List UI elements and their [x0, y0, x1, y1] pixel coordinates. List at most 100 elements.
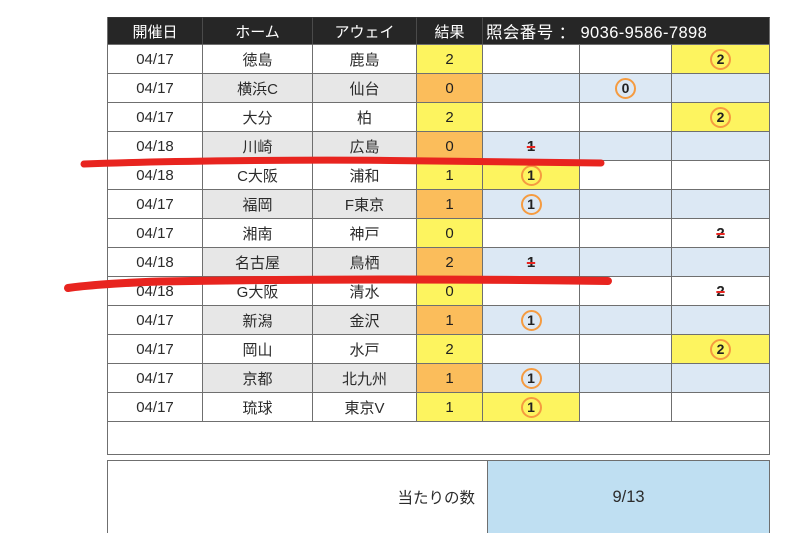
home-cell: 横浜С [203, 74, 313, 103]
inquiry-number-header: 照会番号 ： 9036-9586-7898 [483, 17, 770, 45]
home-cell: С大阪 [203, 161, 313, 190]
home-cell: 大分 [203, 103, 313, 132]
date-cell: 04/18 [108, 161, 203, 190]
circled-prediction: 2 [710, 48, 731, 70]
circled-prediction: 2 [710, 106, 731, 128]
prediction-cell-1 [483, 103, 580, 132]
home-cell: 琉球 [203, 393, 313, 422]
away-cell: 金沢 [313, 306, 417, 335]
prediction-cell-2 [672, 393, 770, 422]
prediction-cell-0 [580, 219, 672, 248]
prediction-cell-2 [672, 248, 770, 277]
prediction-cell-2 [672, 364, 770, 393]
struck-prediction: 2 [716, 282, 725, 300]
match-row: 04/17 横浜С 仙台 0 0 [108, 74, 770, 103]
away-cell: 東京V [313, 393, 417, 422]
circled-prediction: 1 [520, 309, 542, 331]
match-row: 04/17 岡山 水戸 2 2 [108, 335, 770, 364]
hits-count: 9/13 [612, 487, 645, 506]
date-cell: 04/17 [108, 190, 203, 219]
prediction-cell-1: 1 [483, 364, 580, 393]
date-cell: 04/17 [108, 74, 203, 103]
prediction-cell-1 [483, 74, 580, 103]
prediction-cell-0 [580, 103, 672, 132]
prediction-cell-2: 2 [672, 103, 770, 132]
match-row: 04/18 名古屋 鳥栖 2 1 [108, 248, 770, 277]
away-cell: 清水 [313, 277, 417, 306]
home-cell: 名古屋 [203, 248, 313, 277]
prediction-cell-1: 1 [483, 248, 580, 277]
match-row: 04/18 G大阪 清水 0 2 [108, 277, 770, 306]
date-cell: 04/17 [108, 306, 203, 335]
prediction-cell-2: 2 [672, 335, 770, 364]
date-cell: 04/17 [108, 393, 203, 422]
prediction-cell-2 [672, 306, 770, 335]
result-cell: 0 [417, 277, 483, 306]
results-table: 開催日 ホーム アウェイ 結果 照会番号 ： 9036-9586-7898 04… [107, 17, 770, 455]
home-cell: G大阪 [203, 277, 313, 306]
away-cell: 広島 [313, 132, 417, 161]
col-header-result: 結果 [417, 17, 483, 45]
prediction-cell-0 [580, 248, 672, 277]
result-cell: 2 [417, 335, 483, 364]
away-cell: 仙台 [313, 74, 417, 103]
away-cell: 神戸 [313, 219, 417, 248]
result-cell: 1 [417, 306, 483, 335]
prediction-cell-2 [672, 132, 770, 161]
prediction-cell-1 [483, 45, 580, 74]
struck-prediction: 1 [526, 253, 536, 271]
prediction-cell-1 [483, 277, 580, 306]
away-cell: 鳥栖 [313, 248, 417, 277]
prediction-cell-0 [580, 132, 672, 161]
col-header-date: 開催日 [108, 17, 203, 45]
prediction-cell-0 [580, 161, 672, 190]
circled-prediction: 0 [615, 77, 636, 99]
prediction-cell-0 [580, 335, 672, 364]
away-cell: F東京 [313, 190, 417, 219]
date-cell: 04/17 [108, 335, 203, 364]
prediction-cell-1 [483, 335, 580, 364]
away-cell: 鹿島 [313, 45, 417, 74]
date-cell: 04/18 [108, 132, 203, 161]
result-cell: 2 [417, 45, 483, 74]
prediction-cell-2: 2 [672, 277, 770, 306]
match-row: 04/18 川崎 広島 0 1 [108, 132, 770, 161]
match-row: 04/18 С大阪 浦和 1 1 [108, 161, 770, 190]
prediction-cell-1: 1 [483, 306, 580, 335]
result-cell: 2 [417, 103, 483, 132]
match-row: 04/17 大分 柏 2 2 [108, 103, 770, 132]
match-row: 04/17 新潟 金沢 1 1 [108, 306, 770, 335]
prediction-cell-0 [580, 45, 672, 74]
date-cell: 04/17 [108, 45, 203, 74]
struck-prediction: 1 [526, 137, 536, 155]
match-row: 04/17 琉球 東京V 1 1 [108, 393, 770, 422]
date-cell: 04/17 [108, 364, 203, 393]
hits-label-cell: 当たりの数 [108, 461, 488, 533]
home-cell: 京都 [203, 364, 313, 393]
prediction-cell-0 [580, 190, 672, 219]
prediction-cell-1: 1 [483, 393, 580, 422]
hits-label: 当たりの数 [397, 490, 475, 507]
prediction-cell-1: 1 [483, 190, 580, 219]
date-cell: 04/18 [108, 277, 203, 306]
result-cell: 0 [417, 74, 483, 103]
prediction-cell-0 [580, 364, 672, 393]
prediction-cell-0 [580, 277, 672, 306]
result-cell: 0 [417, 132, 483, 161]
circled-prediction: 1 [520, 193, 542, 215]
circled-prediction: 1 [520, 367, 542, 389]
date-cell: 04/17 [108, 103, 203, 132]
prediction-cell-2 [672, 190, 770, 219]
result-cell: 0 [417, 219, 483, 248]
prediction-cell-2: 2 [672, 219, 770, 248]
away-cell: 水戸 [313, 335, 417, 364]
header-row: 開催日 ホーム アウェイ 結果 照会番号 ： 9036-9586-7898 [108, 17, 770, 45]
result-cell: 1 [417, 190, 483, 219]
home-cell: 福岡 [203, 190, 313, 219]
result-cell: 1 [417, 393, 483, 422]
home-cell: 岡山 [203, 335, 313, 364]
prediction-cell-2 [672, 161, 770, 190]
circled-prediction: 1 [520, 396, 542, 418]
prediction-cell-0: 0 [580, 74, 672, 103]
